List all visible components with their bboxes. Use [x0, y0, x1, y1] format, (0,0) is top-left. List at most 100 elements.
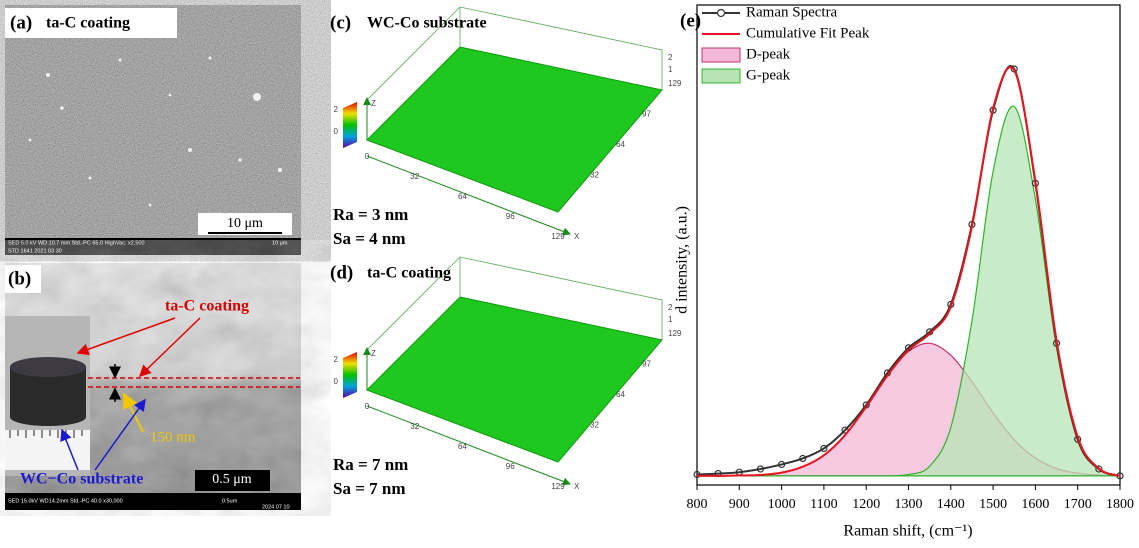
legend-label: Raman Spectra — [746, 4, 838, 20]
legend-swatch — [701, 68, 741, 84]
y-tick: 129 — [668, 79, 682, 88]
z-axis-label: Z — [371, 349, 376, 358]
panel-title: ta-C coating — [46, 15, 130, 32]
meta-bar — [5, 238, 301, 255]
sem-texture — [5, 5, 301, 238]
surface — [366, 296, 663, 463]
x-tick: 64 — [458, 442, 467, 451]
x-tick: 32 — [410, 422, 419, 431]
x-axis-label: X — [574, 482, 580, 491]
scale-bar-label: 0.5 μm — [212, 472, 252, 487]
panel-label: (a) — [10, 12, 32, 33]
panel-c: Z X 2 0 0 32 64 96 129 129 97 64 32 2 1 (c) WC-Co substr… — [330, 6, 682, 248]
data-point — [777, 460, 786, 469]
panel-d: Z X 2 0 0 32 64 96 129 129 97 64 32 2 1 (d) ta-C coating… — [330, 256, 682, 498]
substrate-label: WC−Co substrate — [20, 471, 143, 488]
line — [696, 66, 1121, 477]
scale-bar-label: 10 μm — [227, 216, 263, 231]
z-tick: 2 — [668, 303, 673, 312]
y-tick: 32 — [590, 421, 599, 430]
panel-b: (b) ta-C coating 150 nm WC−Co substrate … — [5, 263, 301, 510]
x-tick-label: 1100 — [810, 497, 837, 512]
meta-text: SED 5.0 kV WD 10.7 mm Std.-PC 65.0 HighV… — [8, 240, 145, 246]
x-tick-label: 1600 — [1021, 497, 1049, 512]
particles — [28, 56, 283, 207]
y-tick: 97 — [642, 360, 651, 369]
arrow — [94, 398, 146, 471]
surface — [366, 46, 663, 213]
colorbar — [343, 102, 357, 148]
coating-label: ta-C coating — [165, 298, 249, 315]
scale-bar-box — [198, 213, 292, 235]
y-tick: 64 — [616, 140, 625, 149]
label-box — [5, 8, 177, 38]
x-axis — [366, 155, 571, 236]
x-tick: 96 — [506, 212, 515, 221]
ra-value: Ra = 7 nm — [333, 455, 408, 474]
x-tick-label: 800 — [687, 497, 708, 512]
sa-value: Sa = 4 nm — [333, 229, 406, 248]
x-axis-label: Raman shift, (cm⁻¹) — [843, 523, 972, 540]
x-tick-label: 1500 — [979, 497, 1007, 512]
x-tick-label: 1800 — [1106, 497, 1134, 512]
sample-bottom — [10, 408, 86, 426]
y-tick: 32 — [590, 171, 599, 180]
x-tick-label: 1300 — [895, 497, 923, 512]
legend-label: G-peak — [746, 67, 791, 83]
z-tick: 1 — [668, 315, 673, 324]
panel-label: (b) — [8, 268, 31, 289]
colorbar-tick: 0 — [334, 377, 339, 386]
x-tick: 129 — [551, 482, 565, 491]
colorbar — [343, 352, 357, 398]
panel-label: (d) — [330, 262, 353, 283]
arrow — [76, 317, 176, 356]
data-point — [820, 444, 828, 453]
chart: (e) Raman shift, (cm⁻¹) d intensity, (a.… — [674, 4, 1134, 540]
meta-bar — [5, 493, 301, 510]
legend-label: D-peak — [746, 46, 791, 62]
colorbar-tick: 0 — [334, 127, 339, 136]
x-tick: 0 — [365, 402, 370, 411]
legend-label: Cumulative Fit Peak — [746, 25, 870, 41]
x-tick-label: 1700 — [1064, 497, 1092, 512]
meta-text: 2024 07 10 — [262, 504, 290, 510]
arrow — [60, 428, 79, 471]
legend-swatch — [701, 47, 741, 63]
meta-text: SED 15.0kV WD14.2mm Std.-PC 40.0 x30,000 — [8, 498, 123, 504]
sample-top — [10, 357, 86, 377]
x-tick-label: 1200 — [852, 497, 880, 512]
meta-text: STD 1641 2021 03 30 — [8, 248, 62, 254]
x-tick: 32 — [410, 172, 419, 181]
sa-value: Sa = 7 nm — [333, 479, 406, 498]
legend-marker — [716, 8, 726, 18]
meta-text: 10 μm — [272, 240, 288, 246]
x-tick: 64 — [458, 192, 467, 201]
x-tick: 0 — [365, 152, 370, 161]
y-tick: 97 — [642, 110, 651, 119]
data-point — [693, 470, 701, 479]
z-tick: 2 — [668, 53, 673, 62]
ra-value: Ra = 3 nm — [333, 205, 408, 224]
meta-text: 0.5um — [222, 498, 238, 504]
x-tick: 129 — [551, 232, 565, 241]
panel-a: (a) ta-C coating 10 μm SED 5.0 kV WD 10.… — [5, 5, 301, 255]
x-tick-label: 1400 — [937, 497, 965, 512]
x-axis-label: X — [574, 232, 580, 241]
data-point — [1095, 465, 1103, 473]
panel-label: (e) — [680, 10, 701, 31]
arrow — [123, 392, 144, 433]
x-tick: 96 — [506, 462, 515, 471]
y-axis-label: d intensity, (a.u.) — [674, 206, 691, 314]
thickness-label: 150 nm — [150, 429, 196, 445]
label-box — [5, 265, 41, 293]
data-point — [756, 465, 765, 473]
arrow — [138, 317, 201, 378]
panel-label: (c) — [330, 12, 351, 33]
z-tick: 1 — [668, 65, 673, 74]
panel-title: ta-C coating — [367, 265, 451, 282]
x-tick-label: 1000 — [768, 497, 796, 512]
panel-title: WC-Co substrate — [367, 15, 487, 32]
z-axis-label: Z — [371, 99, 376, 108]
